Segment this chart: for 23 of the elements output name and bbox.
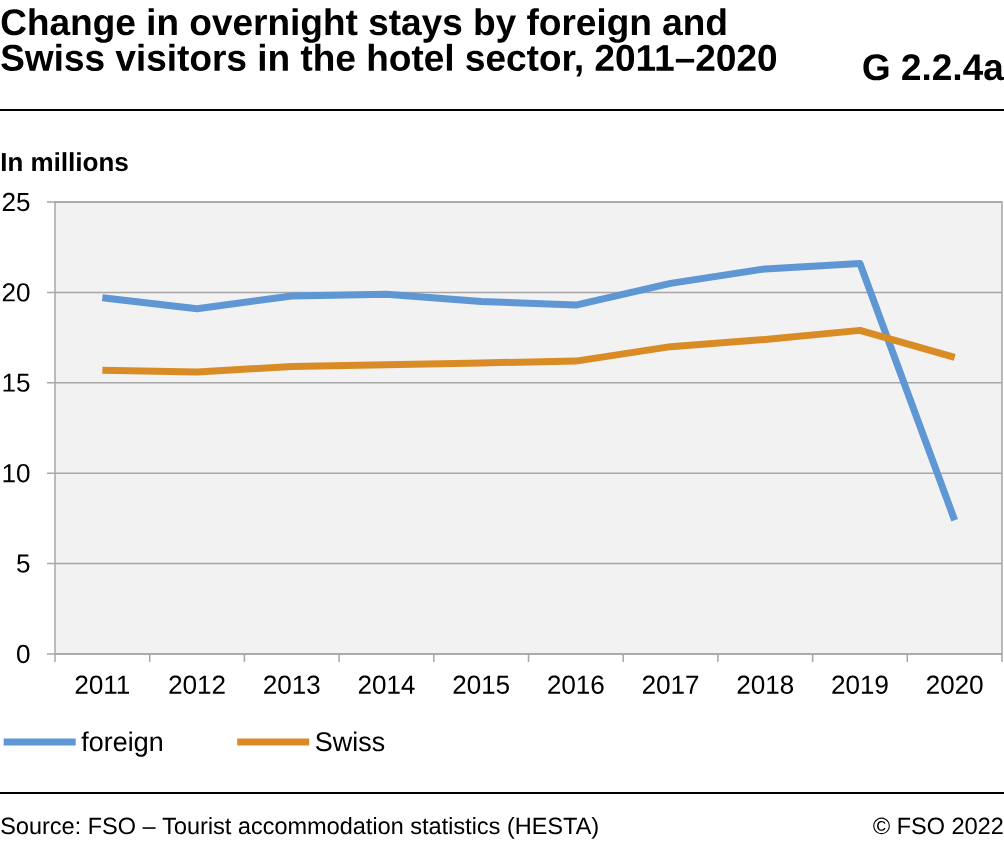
text: G 2.2.4a [863,54,1004,81]
chart-title: Change in overnight stays by foreign and Swiss visitors in the hotel sector, 2011–2020 [1,8,777,77]
y-tick-label: 15 [3,373,30,392]
legend-label: foreign [81,731,162,757]
text: © FSO 2022 [873,817,1003,835]
x-tick-label: 2012 [169,675,225,694]
x-tick-label: 2017 [642,675,699,694]
x-tick-label: 2013 [264,675,320,694]
x-tick-label: 2011 [75,675,130,694]
x-tick-label: 2020 [927,675,983,694]
y-tick-label: 25 [2,192,30,212]
x-tick-label: 2019 [832,675,888,694]
x-tick-label: 2015 [453,675,509,694]
legend-label: Swiss [315,731,385,752]
x-tick-label: 2018 [737,675,794,694]
y-tick-label: 0 [17,644,30,664]
source-note: Source: FSO – Tourist accommodation statistics (HESTA) [1,816,598,839]
y-axis-title: In millions [1,152,128,172]
x-tick-label: 2014 [358,675,415,694]
y-tick-label: 5 [17,554,30,573]
y-tick-label: 10 [3,463,30,483]
x-tick-label: 2016 [548,675,604,694]
y-tick-label: 20 [2,283,30,302]
